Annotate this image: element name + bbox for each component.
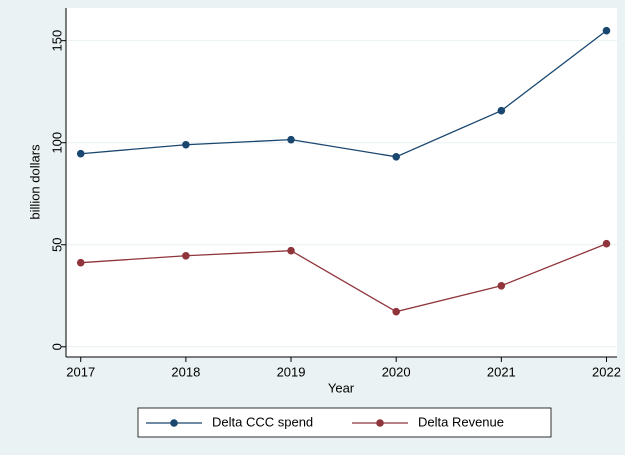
data-point bbox=[392, 152, 400, 161]
x-tick-label: 2022 bbox=[592, 364, 621, 379]
y-tick-label: 0 bbox=[49, 343, 64, 350]
legend-label: Delta Revenue bbox=[418, 414, 504, 429]
data-point bbox=[287, 246, 295, 255]
series-line bbox=[80, 30, 607, 158]
y-tick-label: 50 bbox=[49, 238, 64, 252]
plot-area bbox=[66, 8, 617, 357]
series-line bbox=[80, 243, 607, 313]
data-point bbox=[76, 258, 85, 267]
data-point bbox=[76, 149, 85, 158]
data-point bbox=[182, 140, 190, 149]
legend-marker bbox=[170, 419, 178, 427]
data-point bbox=[497, 106, 506, 115]
x-tick-label: 2019 bbox=[277, 364, 306, 379]
data-point bbox=[497, 281, 506, 290]
y-axis-label: billion dollars bbox=[27, 144, 42, 220]
data-point bbox=[182, 251, 190, 260]
legend bbox=[137, 407, 552, 438]
y-tick-label: 100 bbox=[49, 132, 64, 154]
x-tick-label: 2018 bbox=[171, 364, 200, 379]
x-tick-label: 2020 bbox=[382, 364, 411, 379]
data-point bbox=[287, 135, 295, 144]
x-tick-label: 2017 bbox=[66, 364, 95, 379]
x-tick-label: 2021 bbox=[487, 364, 516, 379]
legend-marker bbox=[376, 419, 384, 427]
x-axis-label: Year bbox=[328, 380, 355, 395]
data-point bbox=[602, 239, 611, 248]
legend-label: Delta CCC spend bbox=[212, 414, 313, 429]
data-point bbox=[392, 307, 400, 316]
data-point bbox=[602, 26, 611, 35]
y-tick-label: 150 bbox=[49, 30, 64, 52]
